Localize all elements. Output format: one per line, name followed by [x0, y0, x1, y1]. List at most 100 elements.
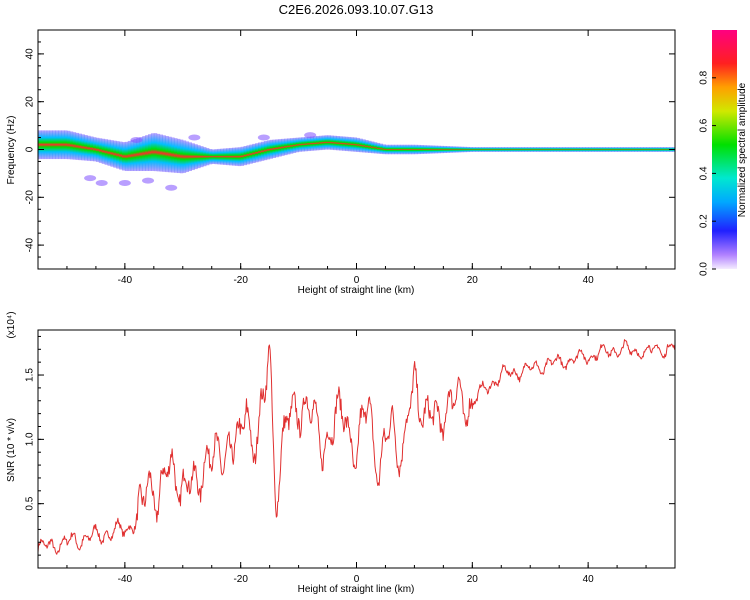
- heatmap-cell: [321, 135, 326, 150]
- heatmap-cell: [521, 147, 525, 152]
- heatmap-cell: [478, 147, 482, 152]
- heatmap-cell: [272, 139, 276, 158]
- heatmap-cell: [87, 135, 91, 161]
- heatmap-cell: [533, 147, 537, 152]
- heatmap-cell: [373, 142, 378, 154]
- heatmap-cell: [223, 148, 227, 165]
- heatmap-cell: [518, 147, 523, 152]
- heatmap-cell: [524, 147, 528, 152]
- heatmap-cell: [162, 135, 166, 172]
- heatmap-cell: [420, 145, 424, 154]
- heatmap-cell: [310, 136, 314, 151]
- heatmap-cell: [336, 136, 340, 151]
- heatmap-cell: [220, 148, 224, 165]
- heatmap-spot: [188, 134, 201, 141]
- colorbar-tick-label: 0.4: [699, 166, 710, 180]
- heatmap-x-tick-label: 20: [467, 275, 479, 286]
- heatmap-cell: [55, 130, 59, 160]
- heatmap-cell: [116, 141, 120, 169]
- heatmap-cell: [431, 145, 436, 154]
- heatmap-cell: [93, 137, 97, 162]
- heatmap-cell: [564, 147, 569, 152]
- heatmap-cell: [150, 133, 155, 172]
- heatmap-cell: [579, 147, 583, 152]
- snr-xlabel: Height of straight line (km): [298, 584, 415, 595]
- heatmap-cell: [408, 144, 413, 155]
- heatmap-cell: [646, 147, 650, 152]
- heatmap-cell: [263, 141, 268, 161]
- heatmap-cell: [168, 136, 172, 173]
- heatmap-cell: [666, 147, 670, 152]
- heatmap-cell: [260, 141, 265, 161]
- heatmap-cell: [501, 147, 505, 152]
- heatmap-cell: [159, 134, 164, 172]
- heatmap-cell: [278, 139, 282, 157]
- heatmap-cell: [608, 147, 612, 152]
- heatmap-cell: [229, 147, 233, 166]
- heatmap-cell: [391, 144, 395, 155]
- heatmap-cell: [197, 145, 201, 169]
- colorbar: 0.0 0.2 0.4 0.6 0.8 Normalized spectral ampl…: [699, 30, 748, 276]
- heatmap-cell: [654, 147, 659, 152]
- heatmap-cell: [417, 144, 421, 155]
- heatmap-cell: [313, 136, 317, 151]
- heatmap-cell: [617, 147, 621, 152]
- heatmap-cell: [156, 133, 161, 172]
- heatmap-cell: [52, 130, 56, 160]
- snr-x-tick-label: -20: [233, 574, 248, 585]
- heatmap-cell: [460, 146, 465, 153]
- heatmap-cell: [538, 147, 543, 152]
- heatmap-cell: [304, 136, 308, 152]
- snr-x-tick-label: 0: [354, 574, 360, 585]
- heatmap-cell: [214, 149, 219, 165]
- heatmap-cell: [388, 144, 392, 155]
- heatmap-cell: [365, 140, 369, 153]
- heatmap-cell: [550, 147, 554, 152]
- heatmap-cell: [440, 145, 444, 154]
- heatmap-cell: [58, 130, 62, 160]
- heatmap-cell: [347, 136, 352, 152]
- snr-multiplier: (x10⁴): [6, 311, 17, 338]
- heatmap-spot: [142, 177, 155, 184]
- heatmap-cell: [127, 140, 132, 172]
- heatmap-cell: [399, 144, 404, 155]
- heatmap-cell: [121, 142, 126, 171]
- heatmap-x-tick-label: 0: [354, 275, 360, 286]
- heatmap-cell: [208, 149, 213, 165]
- snr-y-tick-label: 1.0: [25, 432, 36, 446]
- heatmap-cell: [237, 147, 242, 167]
- heatmap-cell: [402, 144, 407, 155]
- heatmap-cell: [596, 147, 601, 152]
- heatmap-cell: [185, 141, 190, 172]
- heatmap-x-tick-label: -20: [233, 275, 248, 286]
- heatmap-cell: [619, 147, 624, 152]
- heatmap-spot: [118, 179, 131, 186]
- heatmap-cell: [631, 147, 635, 152]
- heatmap-cell: [107, 139, 111, 166]
- heatmap-cell: [40, 130, 45, 160]
- heatmap-cell: [634, 147, 638, 152]
- heatmap-cell: [428, 145, 433, 154]
- heatmap-cell: [437, 145, 441, 154]
- heatmap-cell: [536, 147, 540, 152]
- snr-series-line: [38, 339, 675, 555]
- heatmap-cell: [544, 147, 549, 152]
- heatmap-cell: [385, 144, 389, 155]
- heatmap-y-tick-label: -20: [25, 190, 36, 205]
- heatmap-cell: [232, 147, 236, 166]
- heatmap-cell: [205, 148, 210, 166]
- heatmap-cell: [339, 136, 343, 151]
- heatmap-cell: [330, 135, 334, 150]
- snr-panel: -40 -20 0 20 40 0.5 1.0 1.5 Height of straight…: [6, 311, 676, 595]
- snr-y-tick-label: 0.5: [25, 496, 36, 510]
- heatmap-cell: [75, 132, 80, 160]
- heatmap-cell: [370, 141, 375, 154]
- heatmap-cell: [344, 136, 349, 152]
- heatmap-cell: [119, 141, 123, 170]
- heatmap-cell: [573, 147, 578, 152]
- heatmap-cell: [342, 136, 346, 151]
- heatmap-cell: [324, 135, 329, 150]
- heatmap-cell: [295, 137, 300, 153]
- heatmap-cell: [356, 137, 360, 153]
- heatmap-cell: [211, 149, 216, 164]
